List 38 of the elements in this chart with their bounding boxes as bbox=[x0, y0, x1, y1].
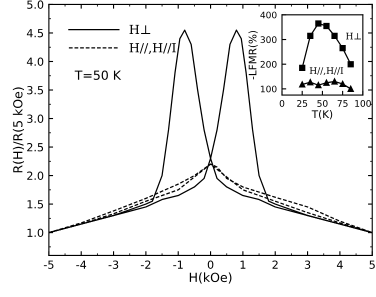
series-label: H//,H//I bbox=[310, 67, 344, 76]
y-axis-title: R(H)/R(5 kOe) bbox=[12, 87, 24, 172]
x-tick-label: -2 bbox=[140, 260, 150, 269]
y-tick-label: 1.5 bbox=[28, 200, 44, 208]
y-tick-label: 100 bbox=[260, 86, 277, 92]
x-tick-label: 25 bbox=[297, 100, 308, 107]
y-tick-label: 4.0 bbox=[26, 57, 44, 66]
y-tick-label: 3.0 bbox=[27, 114, 44, 123]
y-tick-label: 400 bbox=[260, 12, 277, 18]
legend-label: H//,H//I bbox=[130, 43, 176, 54]
x-tick-label: 0 bbox=[280, 100, 284, 107]
x-tick-label: -4 bbox=[76, 260, 86, 269]
x-axis-title: T(K) bbox=[312, 110, 332, 120]
x-tick-label: -5 bbox=[44, 260, 54, 269]
y-axis-title: -LFMR(%) bbox=[248, 30, 258, 80]
x-tick-label: 100 bbox=[355, 100, 371, 107]
x-tick-label: 1 bbox=[240, 260, 246, 269]
y-tick-label: 4.5 bbox=[26, 29, 44, 38]
annotation: T=50 K bbox=[74, 70, 122, 80]
y-tick-label: 5.0 bbox=[27, 0, 44, 9]
x-tick-label: 5 bbox=[370, 260, 375, 269]
x-axis-title: H(kOe) bbox=[190, 272, 232, 284]
x-tick-label: -1 bbox=[173, 260, 183, 269]
y-tick-label: 3.5 bbox=[27, 86, 44, 94]
y-tick-label: 2.5 bbox=[27, 143, 44, 152]
x-tick-label: 0 bbox=[208, 260, 214, 269]
x-tick-label: 3 bbox=[304, 260, 310, 269]
y-tick-label: 200 bbox=[260, 60, 277, 68]
y-tick-label: 1.0 bbox=[28, 228, 44, 237]
x-tick-label: 2 bbox=[272, 260, 278, 269]
x-tick-label: -3 bbox=[108, 260, 118, 269]
x-tick-label: 4 bbox=[336, 260, 343, 269]
x-tick-label: 50 bbox=[317, 100, 328, 107]
x-tick-label: 75 bbox=[338, 100, 348, 107]
legend-label: H⊥ bbox=[346, 32, 361, 40]
y-tick-label: 300 bbox=[260, 36, 277, 44]
legend-label: H⊥ bbox=[130, 24, 150, 34]
y-tick-label: 2.0 bbox=[27, 172, 44, 180]
